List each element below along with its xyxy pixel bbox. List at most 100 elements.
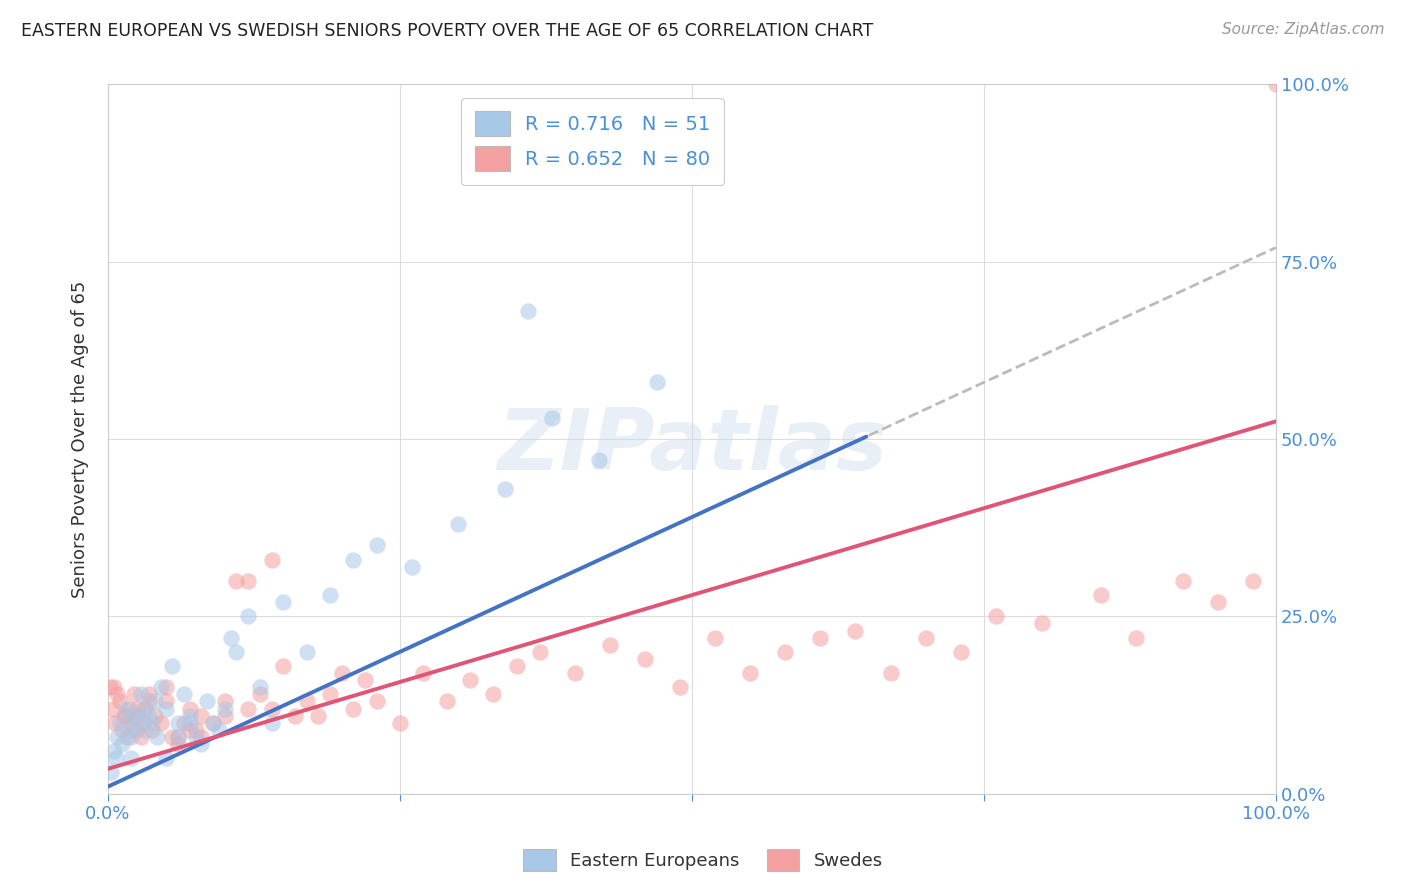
Point — [1171, 574, 1194, 588]
Point — [564, 666, 586, 681]
Point — [155, 701, 177, 715]
Text: ZIPatlas: ZIPatlas — [496, 405, 887, 488]
Point — [1125, 631, 1147, 645]
Point — [112, 708, 135, 723]
Point — [436, 694, 458, 708]
Point — [214, 701, 236, 715]
Point — [143, 708, 166, 723]
Point — [190, 737, 212, 751]
Point — [173, 687, 195, 701]
Point — [134, 701, 156, 715]
Point — [260, 552, 283, 566]
Point — [1241, 574, 1264, 588]
Point — [342, 701, 364, 715]
Point — [236, 609, 259, 624]
Point — [529, 645, 551, 659]
Point — [134, 723, 156, 737]
Point — [447, 517, 470, 532]
Point — [105, 687, 128, 701]
Point — [271, 659, 294, 673]
Point — [149, 715, 172, 730]
Point — [1206, 595, 1229, 609]
Point — [160, 730, 183, 744]
Point — [260, 701, 283, 715]
Point — [179, 708, 201, 723]
Point — [167, 730, 190, 744]
Point — [225, 645, 247, 659]
Point — [127, 708, 149, 723]
Point — [184, 730, 207, 744]
Point — [108, 694, 131, 708]
Point — [111, 737, 134, 751]
Point — [138, 687, 160, 701]
Point — [482, 687, 505, 701]
Y-axis label: Seniors Poverty Over the Age of 65: Seniors Poverty Over the Age of 65 — [72, 280, 89, 598]
Point — [190, 708, 212, 723]
Point — [740, 666, 762, 681]
Point — [319, 687, 342, 701]
Point — [704, 631, 727, 645]
Point — [105, 751, 128, 765]
Point — [214, 694, 236, 708]
Text: EASTERN EUROPEAN VS SWEDISH SENIORS POVERTY OVER THE AGE OF 65 CORRELATION CHART: EASTERN EUROPEAN VS SWEDISH SENIORS POVE… — [21, 22, 873, 40]
Point — [271, 595, 294, 609]
Point — [138, 694, 160, 708]
Point — [517, 304, 540, 318]
Point — [236, 701, 259, 715]
Point — [540, 410, 562, 425]
Point — [122, 708, 145, 723]
Point — [588, 453, 610, 467]
Point — [122, 687, 145, 701]
Point — [155, 694, 177, 708]
Point — [115, 730, 138, 744]
Point — [412, 666, 434, 681]
Point — [114, 701, 136, 715]
Point — [1031, 616, 1053, 631]
Point — [114, 708, 136, 723]
Point — [284, 708, 307, 723]
Point — [401, 559, 423, 574]
Point — [118, 701, 141, 715]
Point — [984, 609, 1007, 624]
Point — [1090, 588, 1112, 602]
Point — [101, 701, 124, 715]
Point — [103, 681, 125, 695]
Point — [506, 659, 529, 673]
Point — [494, 482, 516, 496]
Point — [127, 715, 149, 730]
Point — [249, 681, 271, 695]
Point — [599, 638, 621, 652]
Point — [219, 631, 242, 645]
Point — [105, 730, 128, 744]
Point — [167, 737, 190, 751]
Point — [810, 631, 832, 645]
Point — [146, 730, 169, 744]
Point — [458, 673, 481, 688]
Point — [141, 723, 163, 737]
Point — [949, 645, 972, 659]
Point — [111, 723, 134, 737]
Point — [108, 715, 131, 730]
Point — [914, 631, 936, 645]
Legend: Eastern Europeans, Swedes: Eastern Europeans, Swedes — [516, 842, 890, 879]
Point — [120, 715, 142, 730]
Point — [155, 681, 177, 695]
Point — [195, 694, 218, 708]
Point — [118, 723, 141, 737]
Point — [260, 715, 283, 730]
Point — [202, 715, 225, 730]
Point — [129, 730, 152, 744]
Point — [634, 652, 657, 666]
Point — [129, 687, 152, 701]
Point — [149, 681, 172, 695]
Point — [208, 723, 231, 737]
Point — [645, 376, 668, 390]
Point — [141, 715, 163, 730]
Point — [167, 730, 190, 744]
Point — [160, 659, 183, 673]
Point — [184, 723, 207, 737]
Point — [143, 694, 166, 708]
Point — [127, 701, 149, 715]
Point — [388, 715, 411, 730]
Point — [307, 708, 329, 723]
